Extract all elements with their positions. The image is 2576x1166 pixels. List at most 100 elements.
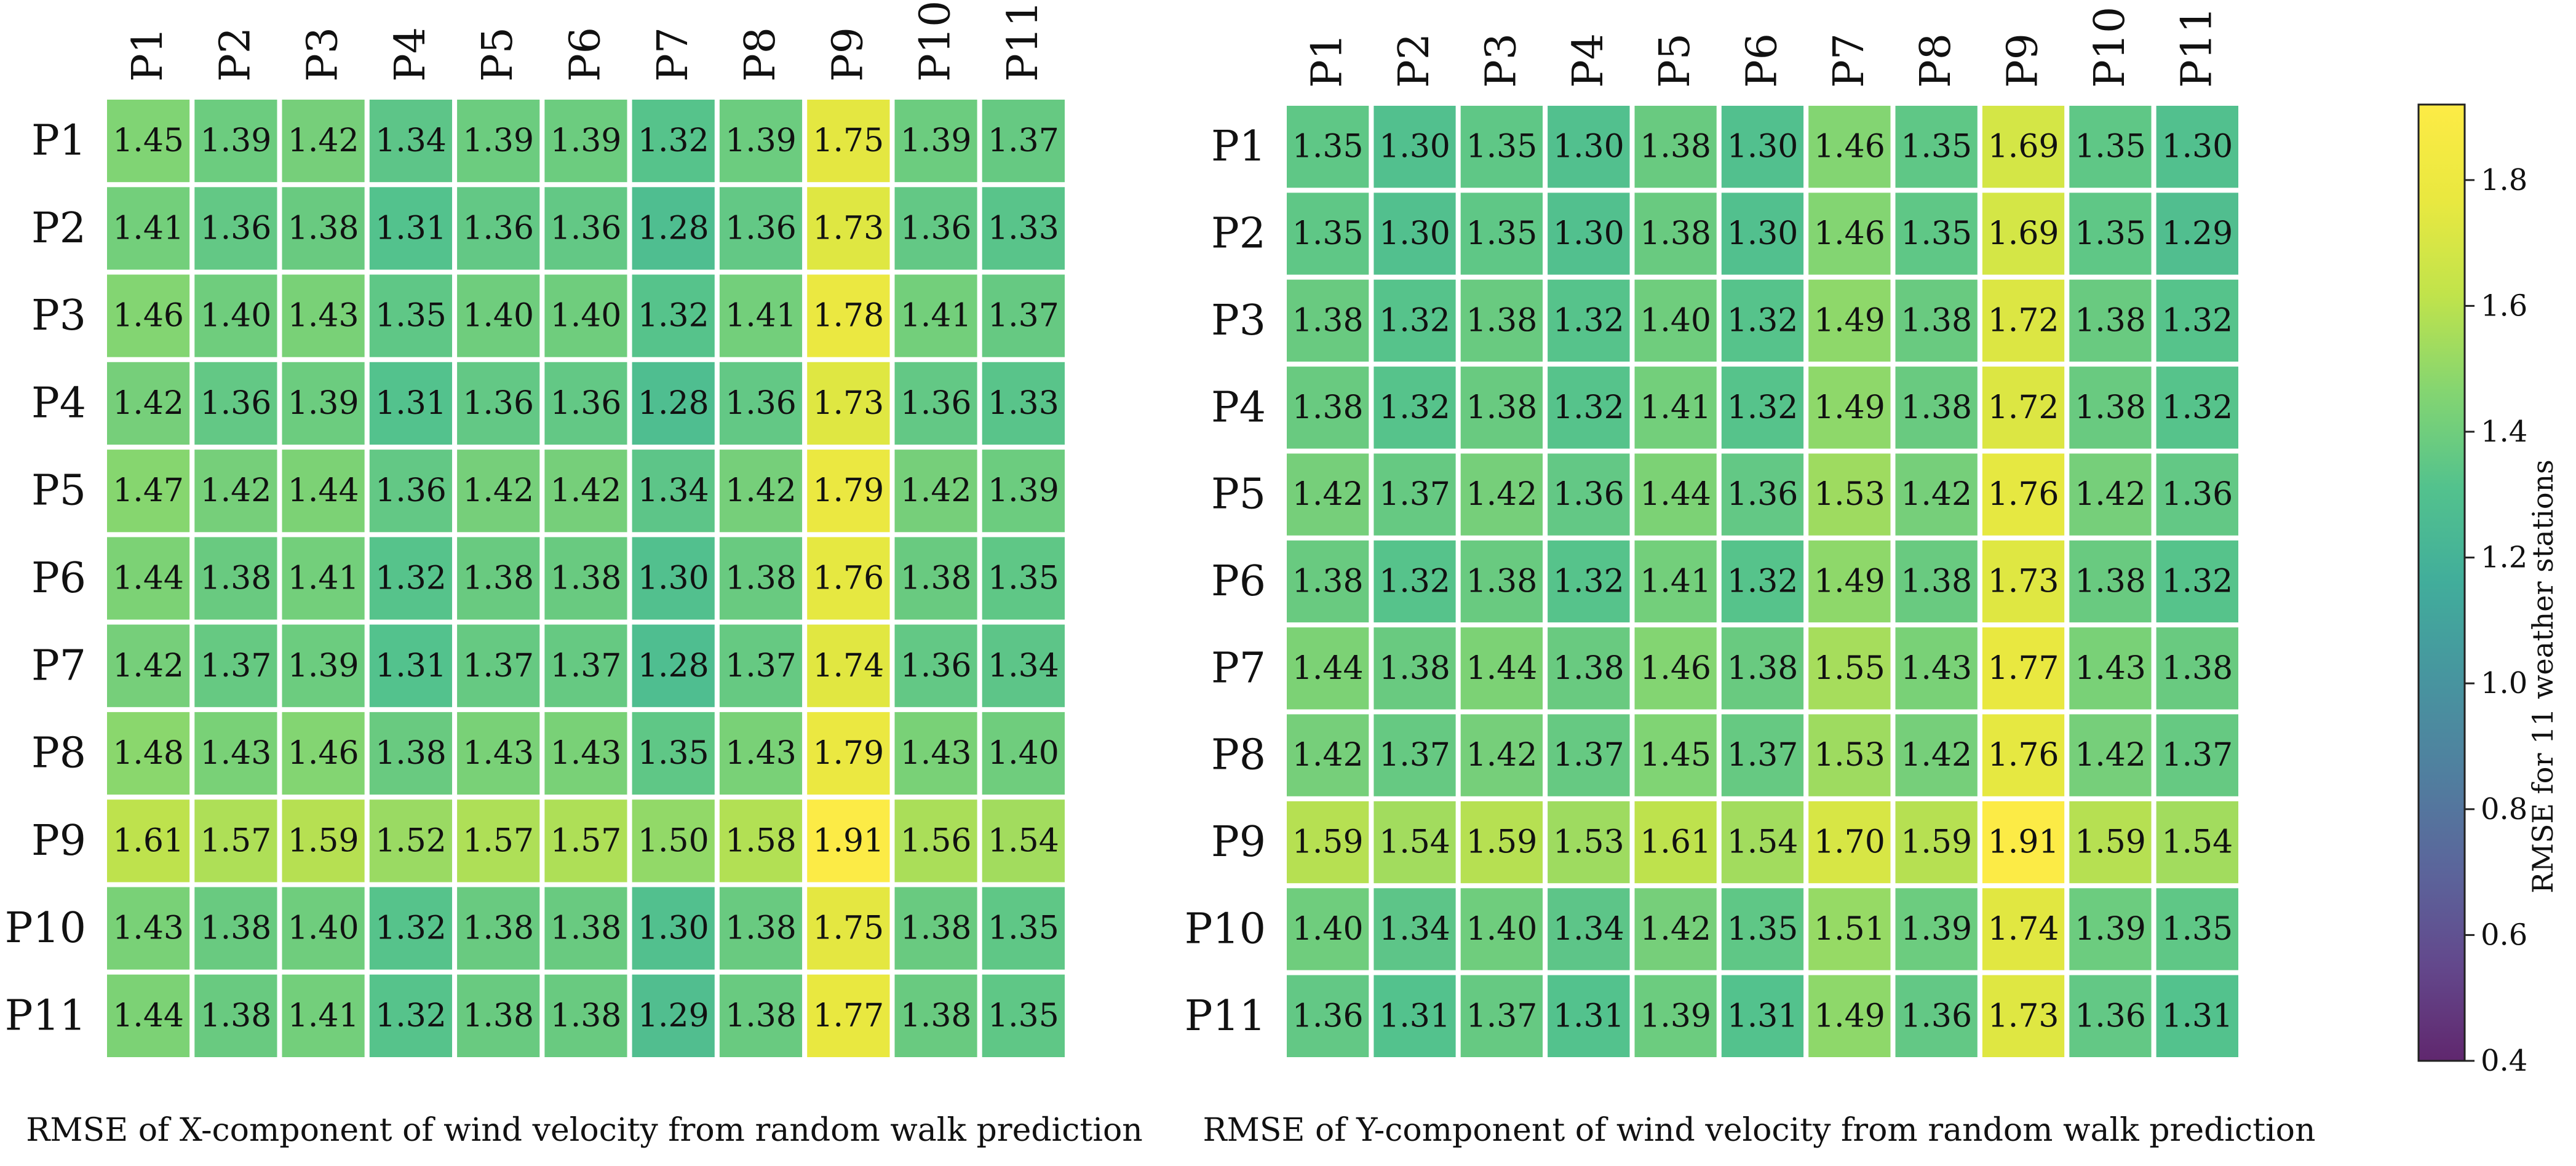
colorbar-tick-label: 0.8 bbox=[2481, 792, 2527, 827]
heatmap-y-cell-label: 1.32 bbox=[1553, 302, 1624, 339]
heatmap-y-cell bbox=[1629, 535, 1722, 628]
x-tick-label: P9 bbox=[1999, 33, 2048, 88]
heatmap-x-cell bbox=[364, 532, 458, 625]
heatmap-y-cell-label: 1.39 bbox=[1901, 911, 1972, 948]
heatmap-y-cell-label: 1.55 bbox=[1814, 650, 1885, 687]
heatmap-x-cell-label: 1.38 bbox=[725, 910, 797, 947]
heatmap-x-cell-label: 1.36 bbox=[463, 385, 534, 422]
heatmap-x-cell bbox=[802, 882, 895, 975]
heatmap-y-cell bbox=[2064, 188, 2157, 280]
heatmap-y-cell bbox=[1543, 970, 1635, 1062]
heatmap-y-cell-label: 1.32 bbox=[1553, 389, 1624, 426]
heatmap-x-cell-label: 1.36 bbox=[725, 210, 797, 247]
heatmap-x-cell bbox=[977, 532, 1070, 625]
heatmap-x-cell bbox=[364, 445, 458, 537]
heatmap-x-cell-label: 1.40 bbox=[288, 910, 359, 947]
heatmap-x-cell-label: 1.43 bbox=[463, 735, 534, 772]
heatmap-x-cell-label: 1.39 bbox=[900, 122, 972, 159]
heatmap-y-cell-label: 1.38 bbox=[1466, 389, 1538, 426]
heatmap-x-cell-label: 1.39 bbox=[988, 472, 1059, 509]
heatmap-x-cell bbox=[539, 969, 632, 1062]
heatmap-y-cell-label: 1.45 bbox=[1640, 737, 1711, 774]
x-tick-label: P5 bbox=[1651, 33, 1699, 88]
colorbar-tick-label: 0.6 bbox=[2481, 918, 2527, 952]
heatmap-y-cell-label: 1.53 bbox=[1553, 824, 1624, 861]
heatmap-x-cell-label: 1.59 bbox=[288, 822, 359, 859]
heatmap-x-cell bbox=[889, 95, 982, 188]
heatmap-x-cell-label: 1.52 bbox=[375, 822, 447, 859]
heatmap-y-cell-label: 1.37 bbox=[1727, 737, 1799, 774]
heatmap-x-cell-label: 1.41 bbox=[288, 560, 359, 597]
y-tick-label: P3 bbox=[1211, 296, 1266, 345]
heatmap-x-cell-label: 1.44 bbox=[288, 472, 359, 509]
heatmap-x-cell bbox=[539, 532, 632, 625]
heatmap-y-cell-label: 1.44 bbox=[1466, 650, 1538, 687]
heatmap-x-cell-label: 1.42 bbox=[725, 472, 797, 509]
heatmap-y-cell-label: 1.49 bbox=[1814, 389, 1885, 426]
heatmap-x-cell-label: 1.36 bbox=[900, 648, 972, 684]
heatmap-y-cell bbox=[1282, 970, 1374, 1062]
heatmap-x-cell-label: 1.39 bbox=[288, 385, 359, 422]
heatmap-y-cell bbox=[2151, 188, 2244, 280]
y-tick-label: P8 bbox=[31, 729, 86, 778]
heatmap-x-cell-label: 1.28 bbox=[638, 210, 709, 247]
colorbar-tick-label: 0.4 bbox=[2481, 1044, 2527, 1078]
heatmap-x-cell-label: 1.76 bbox=[813, 560, 884, 597]
heatmap-x-cell-label: 1.61 bbox=[113, 822, 184, 859]
heatmap-x-cell-label: 1.75 bbox=[813, 910, 884, 947]
heatmap-x-cell bbox=[277, 357, 370, 450]
x-tick-label: P8 bbox=[1912, 33, 1960, 88]
heatmap-x-cell-label: 1.39 bbox=[288, 648, 359, 684]
heatmap-y-cell-label: 1.41 bbox=[1640, 389, 1711, 426]
heatmap-y-cell bbox=[1543, 709, 1635, 801]
heatmap-x-cell bbox=[977, 269, 1070, 362]
heatmap-y-cell bbox=[1977, 796, 2070, 889]
heatmap-x-cell-label: 1.34 bbox=[638, 472, 709, 509]
x-tick-label: P7 bbox=[1825, 33, 1874, 88]
x-tick-label: P3 bbox=[299, 27, 348, 82]
heatmap-x-cell-label: 1.45 bbox=[113, 122, 184, 159]
heatmap-x-cell-label: 1.44 bbox=[113, 997, 184, 1034]
heatmap-y-cell-label: 1.42 bbox=[1901, 737, 1972, 774]
colorbar: 0.4 0.6 0.8 1.0 1.2 1.4 1.6 1.8 bbox=[2417, 103, 2527, 1078]
heatmap-x-cell bbox=[277, 795, 370, 887]
x-tick-label: P11 bbox=[999, 1, 1047, 82]
heatmap-y-cell-label: 1.38 bbox=[1640, 129, 1711, 165]
heatmap-x-cell bbox=[539, 182, 632, 275]
heatmap-y-cell bbox=[1629, 970, 1722, 1062]
heatmap-x-cell bbox=[714, 95, 808, 188]
heatmap-y-cell-label: 1.72 bbox=[1988, 389, 2059, 426]
heatmap-y-cell-label: 1.38 bbox=[1466, 563, 1538, 600]
heatmap-x-cell bbox=[977, 707, 1070, 800]
heatmap-x-cell bbox=[189, 445, 282, 537]
heatmap-x-cell-label: 1.32 bbox=[375, 910, 447, 947]
y-tick-label: P4 bbox=[1211, 383, 1266, 432]
x-tick-label: P6 bbox=[1738, 33, 1787, 88]
heatmap-y-cell bbox=[2151, 970, 2244, 1062]
heatmap-x-cell-label: 1.37 bbox=[201, 648, 272, 684]
x-tick-label: P10 bbox=[2086, 7, 2134, 88]
heatmap-y-cell-label: 1.42 bbox=[1901, 476, 1972, 513]
heatmap-y-cell-label: 1.29 bbox=[2161, 215, 2233, 252]
heatmap-y-cell-label: 1.38 bbox=[1727, 650, 1799, 687]
heatmap-y-cell bbox=[1629, 274, 1722, 367]
heatmap-y-cell-label: 1.42 bbox=[2075, 476, 2146, 513]
heatmap-x-cell-label: 1.38 bbox=[201, 910, 272, 947]
heatmap-x-cell bbox=[452, 707, 545, 800]
heatmap-x-cell-label: 1.57 bbox=[201, 822, 272, 859]
x-tick-label: P6 bbox=[562, 27, 610, 82]
y-tick-label: P1 bbox=[1211, 122, 1266, 171]
x-tick-label: P4 bbox=[1564, 33, 1613, 88]
heatmap-y-cell-label: 1.51 bbox=[1814, 911, 1885, 948]
heatmap-y-cell-label: 1.59 bbox=[1292, 824, 1364, 861]
heatmap-x-cell bbox=[539, 619, 632, 712]
heatmap-y-cell-label: 1.35 bbox=[1901, 129, 1972, 165]
heatmap-y-cell-label: 1.36 bbox=[2075, 997, 2146, 1034]
heatmap-y-cell-label: 1.53 bbox=[1814, 476, 1885, 513]
heatmap-y-cell-label: 1.34 bbox=[1379, 911, 1450, 948]
heatmap-x-cell-label: 1.36 bbox=[375, 472, 447, 509]
heatmap-x-cell-label: 1.43 bbox=[551, 735, 622, 772]
heatmap-y-cell bbox=[1716, 535, 1809, 628]
heatmap-x-cell bbox=[977, 969, 1070, 1062]
heatmap-y-cell-label: 1.32 bbox=[1379, 302, 1450, 339]
